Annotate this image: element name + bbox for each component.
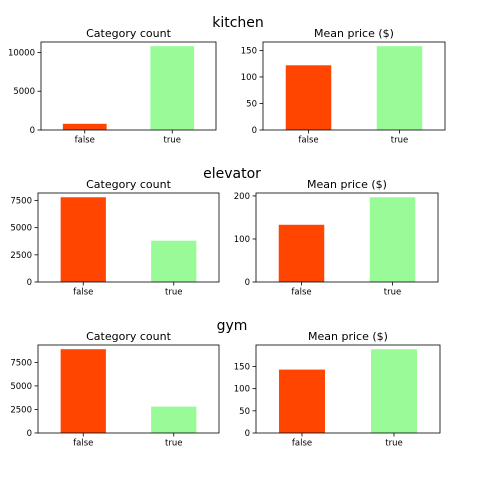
panel-elevator-count: false true 0 2500 5000 7500 Category count bbox=[10, 178, 220, 298]
bar-true bbox=[369, 197, 416, 282]
x-tick-label-false: false bbox=[75, 136, 95, 146]
x-tick-label-true: true bbox=[385, 439, 402, 449]
y-tick-label: 100 bbox=[241, 73, 257, 83]
bar-true bbox=[151, 240, 197, 282]
axes-frame bbox=[262, 41, 446, 131]
bar-false bbox=[62, 123, 107, 130]
x-tick-label-false: false bbox=[298, 136, 318, 146]
panel-gym-count: false true 0 2500 5000 7500 Category count bbox=[10, 330, 220, 449]
y-tick-label: 0 bbox=[245, 429, 250, 439]
panel-kitchen-price: false true 0 50 100 150 Mean price ($) bbox=[241, 27, 446, 146]
bar-true bbox=[376, 46, 423, 130]
panel-elevator-price: false true 0 100 200 Mean price ($) bbox=[234, 178, 439, 298]
y-tick-label: 5000 bbox=[10, 224, 32, 234]
panel-title: Mean price ($) bbox=[307, 178, 387, 191]
x-tick-label-false: false bbox=[73, 288, 93, 298]
axes-frame bbox=[37, 192, 220, 283]
suptitle-gym: gym bbox=[217, 318, 248, 334]
y-tick-label: 2500 bbox=[10, 251, 32, 261]
panel-title: Mean price ($) bbox=[308, 330, 388, 343]
y-tick-label: 50 bbox=[246, 99, 257, 109]
y-tick-label: 0 bbox=[252, 126, 257, 136]
x-tick-label-false: false bbox=[73, 439, 93, 449]
x-tick-label-true: true bbox=[384, 288, 401, 298]
x-tick-label-true: true bbox=[391, 136, 408, 146]
panel-title: Category count bbox=[86, 27, 171, 40]
bar-false bbox=[279, 369, 325, 433]
panel-title: Category count bbox=[86, 330, 171, 343]
x-tick-label-false: false bbox=[292, 439, 312, 449]
panel-title: Category count bbox=[86, 178, 171, 191]
axes-frame bbox=[255, 344, 441, 434]
suptitle-kitchen: kitchen bbox=[212, 15, 264, 31]
panel-kitchen-count: false true 0 5000 10000 Category count bbox=[8, 27, 217, 146]
y-tick-label: 150 bbox=[241, 46, 257, 56]
x-tick-label-true: true bbox=[165, 288, 182, 298]
y-tick-label: 100 bbox=[234, 235, 250, 245]
y-tick-label: 5000 bbox=[13, 87, 35, 97]
suptitle-elevator: elevator bbox=[203, 166, 261, 182]
bar-true bbox=[371, 349, 417, 433]
x-tick-label-false: false bbox=[291, 288, 311, 298]
y-tick-label: 0 bbox=[27, 429, 32, 439]
bar-false bbox=[285, 65, 332, 130]
y-tick-label: 0 bbox=[30, 126, 35, 136]
y-tick-label: 7500 bbox=[10, 358, 32, 368]
axes-frame bbox=[37, 344, 220, 434]
bar-true bbox=[150, 46, 195, 130]
y-tick-label: 100 bbox=[234, 385, 250, 395]
bar-false bbox=[60, 349, 106, 433]
axes-frame bbox=[40, 41, 217, 131]
bar-false bbox=[278, 224, 325, 282]
panel-title: Mean price ($) bbox=[314, 27, 394, 40]
y-tick-label: 7500 bbox=[10, 196, 32, 206]
y-tick-label: 0 bbox=[245, 278, 250, 288]
y-tick-label: 5000 bbox=[10, 382, 32, 392]
bar-false bbox=[60, 197, 106, 282]
panel-gym-price: false true 0 50 100 150 Mean price ($) bbox=[234, 330, 441, 449]
x-tick-label-true: true bbox=[164, 136, 181, 146]
y-tick-label: 150 bbox=[234, 362, 250, 372]
bar-true bbox=[151, 406, 197, 433]
y-tick-label: 0 bbox=[27, 278, 32, 288]
y-tick-label: 50 bbox=[239, 407, 250, 417]
x-tick-label-true: true bbox=[165, 439, 182, 449]
y-tick-label: 200 bbox=[234, 192, 250, 202]
axes-frame bbox=[255, 192, 439, 283]
y-tick-label: 10000 bbox=[8, 48, 35, 58]
y-tick-label: 2500 bbox=[10, 405, 32, 415]
